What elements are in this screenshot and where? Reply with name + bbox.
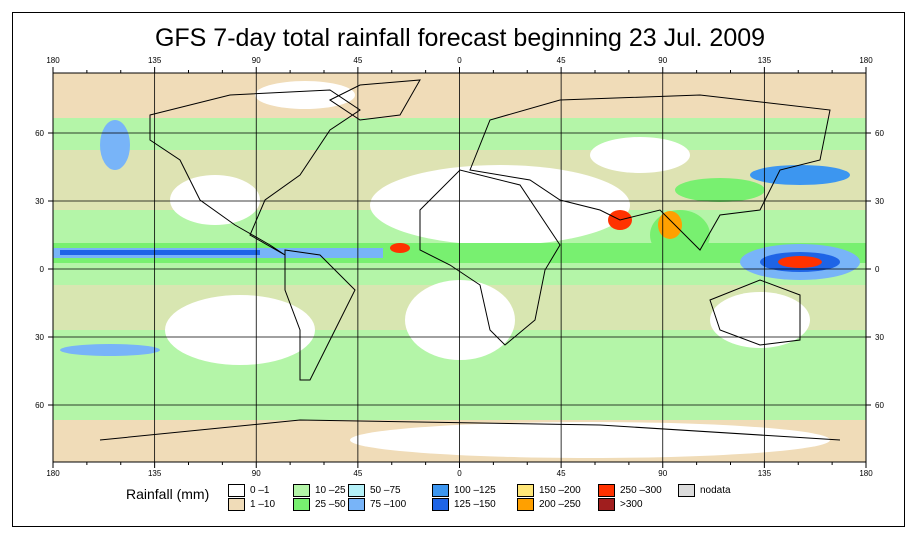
legend-swatch [432,484,449,497]
lat-tick-label: 60 [875,401,884,410]
legend-swatch [348,484,365,497]
lon-tick-label: 0 [457,469,462,478]
lon-tick-label: 180 [46,469,60,478]
lon-tick-label: 135 [148,56,162,65]
lon-tick-label: 45 [353,469,362,478]
axis-ticks: 180 180 135 135 90 90 45 45 0 0 45 45 90 90 135 135 180 1… [35,56,884,478]
lon-tick-label: 180 [859,469,873,478]
lat-tick-label: 0 [875,265,880,274]
legend-label: 10 –25 [315,485,346,496]
legend-label: 75 –100 [370,499,407,510]
lat-tick-label: 30 [35,333,44,342]
legend-title: Rainfall (mm) [126,486,210,502]
lat-tick-label: 30 [875,197,884,206]
graticule [53,73,866,462]
legend-label: 125 –150 [454,499,496,510]
legend-label: 25 –50 [315,499,346,510]
lon-tick-label: 135 [148,469,162,478]
lon-tick-label: 45 [353,56,362,65]
legend-swatch [228,484,245,497]
legend-swatch [293,484,310,497]
lon-tick-label: 0 [457,56,462,65]
legend-label: 0 –1 [250,485,270,496]
lon-tick-label: 90 [658,469,667,478]
legend-label: 150 –200 [539,485,581,496]
legend-label: 1 –10 [250,499,276,510]
figure-frame [12,12,905,527]
lat-tick-label: 60 [35,129,44,138]
lon-tick-label: 180 [859,56,873,65]
legend-swatch [293,498,310,511]
legend-label: 200 –250 [539,499,581,510]
legend-label: 250 –300 [620,485,662,496]
lon-tick-label: 90 [252,56,261,65]
legend-swatch [228,498,245,511]
legend-swatch [348,498,365,511]
lat-tick-label: 30 [875,333,884,342]
legend-swatch [598,498,615,511]
lat-tick-label: 0 [40,265,45,274]
lon-tick-label: 45 [557,56,566,65]
map-title: GFS 7-day total rainfall forecast beginn… [154,24,766,52]
legend-swatch [517,498,534,511]
lon-tick-label: 90 [658,56,667,65]
legend-label: nodata [700,485,731,496]
legend-label: >300 [620,499,643,510]
lon-tick-label: 90 [252,469,261,478]
legend-swatch [598,484,615,497]
legend-swatch [678,484,695,497]
coastlines [99,79,841,441]
legend-swatch [432,498,449,511]
lat-tick-label: 60 [35,401,44,410]
legend-label: 50 –75 [370,485,401,496]
lon-tick-label: 135 [758,469,772,478]
lon-tick-label: 45 [557,469,566,478]
lon-tick-label: 180 [46,56,60,65]
legend-swatch [517,484,534,497]
lat-tick-label: 60 [875,129,884,138]
lon-tick-label: 135 [758,56,772,65]
legend-label: 100 –125 [454,485,496,496]
lat-tick-label: 30 [35,197,44,206]
